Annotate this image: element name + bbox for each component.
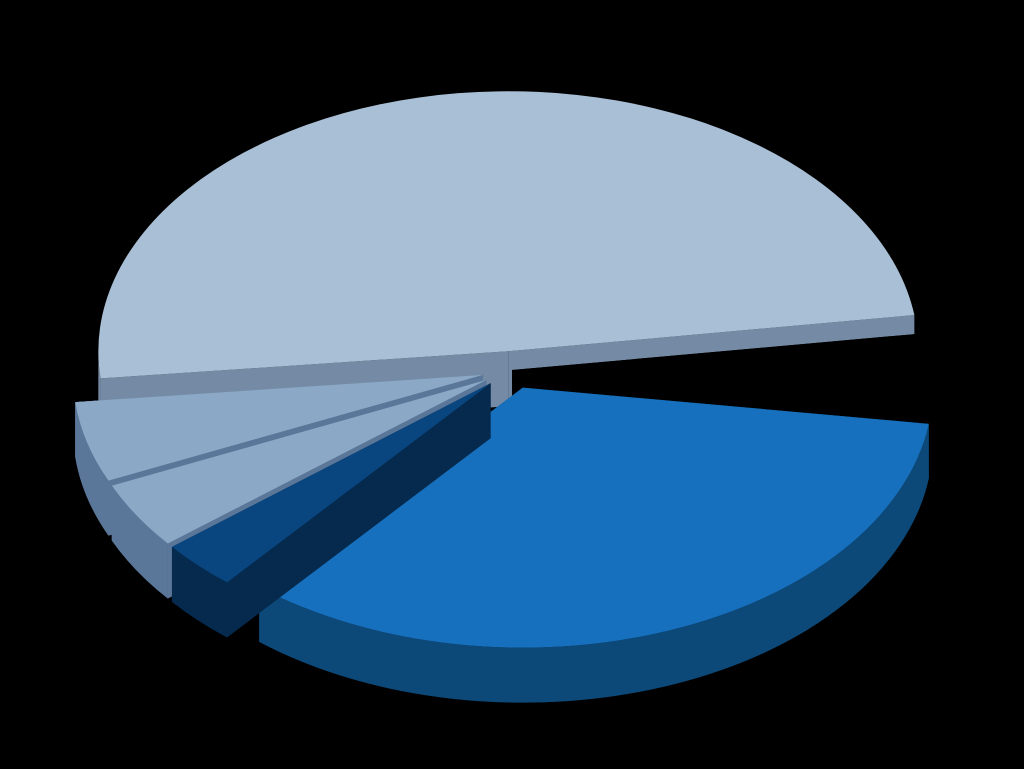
pie-chart-3d xyxy=(0,0,1024,769)
